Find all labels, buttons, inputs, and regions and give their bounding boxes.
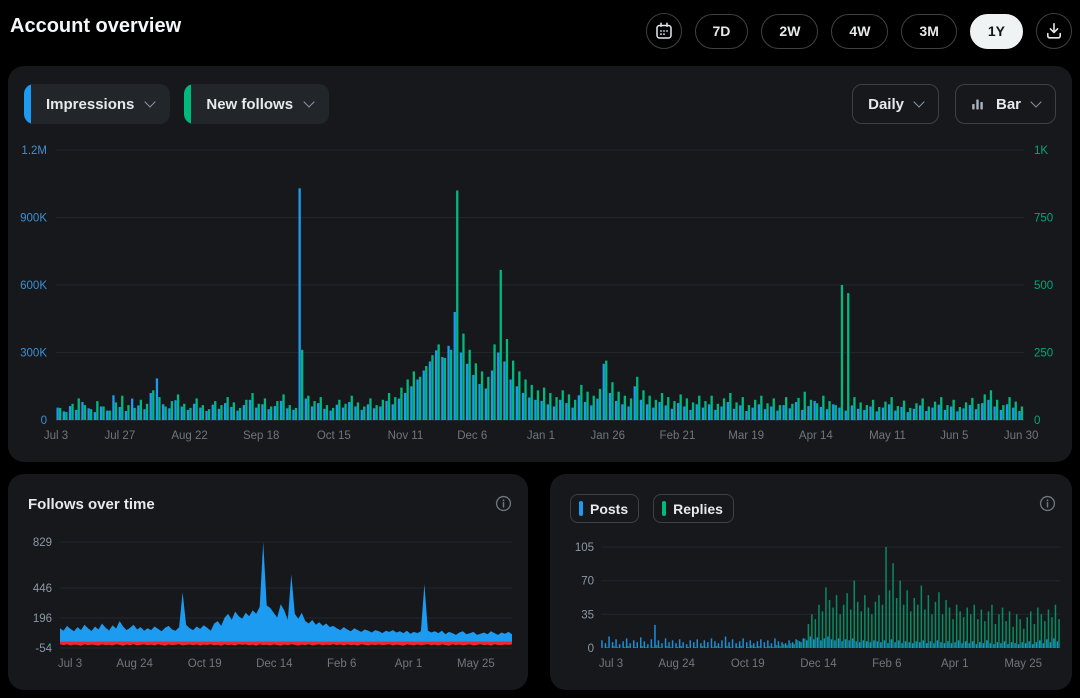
impressions-new-follows-chart: 0 300K 600K 900K 1.2M 0 250 500 750 1K Jul 3 Jul 27… bbox=[8, 136, 1072, 452]
svg-text:Mar 19: Mar 19 bbox=[728, 430, 764, 442]
page-title: Account overview bbox=[10, 15, 181, 38]
svg-text:Jun 30: Jun 30 bbox=[1004, 430, 1039, 442]
svg-text:Jan 26: Jan 26 bbox=[590, 430, 625, 442]
download-button[interactable] bbox=[1036, 13, 1072, 49]
svg-text:900K: 900K bbox=[20, 213, 47, 225]
new-follows-metric-label: New follows bbox=[206, 96, 293, 113]
range-2w-button[interactable]: 2W bbox=[761, 14, 818, 49]
svg-text:Jul 3: Jul 3 bbox=[44, 430, 68, 442]
info-icon bbox=[1038, 494, 1057, 513]
svg-text:Dec 14: Dec 14 bbox=[256, 658, 293, 670]
posts-replies-chart: 105 70 35 0 Jul 3 Aug 24 Oct 19 Dec 14 Feb 6 Apr … bbox=[550, 518, 1072, 682]
posts-info-button[interactable] bbox=[1036, 492, 1058, 514]
posts-legend-label: Posts bbox=[590, 501, 628, 517]
calendar-icon bbox=[654, 21, 674, 41]
chart-options: Daily Bar bbox=[852, 84, 1056, 124]
svg-text:829: 829 bbox=[33, 537, 52, 549]
follows-over-time-panel: Follows over time 829 446 196 -54 Jul 3 Aug 2… bbox=[8, 474, 528, 690]
svg-text:0: 0 bbox=[588, 643, 594, 655]
follows-over-time-chart: 829 446 196 -54 Jul 3 Aug 24 Oct 19 Dec 14 Feb 6… bbox=[8, 518, 528, 682]
svg-text:Apr 1: Apr 1 bbox=[395, 658, 423, 670]
new-follows-accent-bar bbox=[184, 84, 191, 124]
svg-text:Feb 6: Feb 6 bbox=[872, 658, 901, 670]
chevron-down-icon bbox=[1030, 96, 1041, 107]
granularity-value: Daily bbox=[868, 96, 904, 113]
svg-text:Apr 1: Apr 1 bbox=[941, 658, 969, 670]
posts-replies-panel: Posts Replies 105 70 35 0 Jul 3 Aug 24 Oct 19 D… bbox=[550, 474, 1072, 690]
info-icon bbox=[494, 494, 513, 513]
svg-text:0: 0 bbox=[41, 415, 47, 427]
svg-text:105: 105 bbox=[575, 542, 594, 554]
svg-text:35: 35 bbox=[581, 609, 594, 621]
svg-text:-54: -54 bbox=[35, 643, 52, 655]
svg-text:Feb 21: Feb 21 bbox=[660, 430, 696, 442]
replies-accent-bar bbox=[662, 501, 666, 516]
range-1y-button[interactable]: 1Y bbox=[970, 14, 1023, 49]
follows-info-button[interactable] bbox=[492, 492, 514, 514]
svg-text:Jul 27: Jul 27 bbox=[105, 430, 136, 442]
new-follows-metric-dropdown[interactable]: New follows bbox=[184, 84, 329, 124]
bar-chart-icon bbox=[971, 97, 985, 111]
impressions-metric-dropdown[interactable]: Impressions bbox=[24, 84, 170, 124]
svg-text:May 11: May 11 bbox=[869, 430, 906, 442]
svg-text:0: 0 bbox=[1034, 415, 1040, 427]
chevron-down-icon bbox=[145, 96, 156, 107]
svg-text:446: 446 bbox=[33, 583, 52, 595]
svg-text:1K: 1K bbox=[1034, 145, 1048, 157]
svg-text:Oct 15: Oct 15 bbox=[317, 430, 351, 442]
svg-text:196: 196 bbox=[33, 613, 52, 625]
chevron-down-icon bbox=[913, 96, 924, 107]
svg-text:Aug 22: Aug 22 bbox=[171, 430, 207, 442]
chart-type-dropdown[interactable]: Bar bbox=[955, 84, 1056, 124]
chevron-down-icon bbox=[303, 96, 314, 107]
svg-text:Sep 18: Sep 18 bbox=[243, 430, 279, 442]
svg-text:500: 500 bbox=[1034, 280, 1053, 292]
svg-text:May 25: May 25 bbox=[1004, 658, 1042, 670]
svg-text:Dec 14: Dec 14 bbox=[800, 658, 837, 670]
range-7d-button[interactable]: 7D bbox=[695, 14, 749, 49]
svg-text:Jun 5: Jun 5 bbox=[940, 430, 968, 442]
chart-type-value: Bar bbox=[996, 96, 1021, 113]
svg-text:300K: 300K bbox=[20, 348, 47, 360]
svg-text:Aug 24: Aug 24 bbox=[116, 658, 153, 670]
replies-legend-label: Replies bbox=[673, 501, 723, 517]
follows-panel-title: Follows over time bbox=[28, 496, 155, 513]
granularity-dropdown[interactable]: Daily bbox=[852, 84, 939, 124]
svg-text:Oct 19: Oct 19 bbox=[731, 658, 765, 670]
posts-accent-bar bbox=[579, 501, 583, 516]
svg-text:Jul 3: Jul 3 bbox=[599, 658, 623, 670]
svg-text:Apr 14: Apr 14 bbox=[799, 430, 833, 442]
analytics-dashboard: Account overview 7D 2W 4W 3M 1Y bbox=[0, 0, 1080, 698]
svg-text:Dec 6: Dec 6 bbox=[457, 430, 487, 442]
svg-text:Jul 3: Jul 3 bbox=[58, 658, 82, 670]
svg-text:70: 70 bbox=[581, 576, 594, 588]
svg-text:May 25: May 25 bbox=[457, 658, 495, 670]
svg-text:600K: 600K bbox=[20, 280, 47, 292]
calendar-button[interactable] bbox=[646, 13, 682, 49]
account-overview-panel: Impressions New follows Daily Bar bbox=[8, 66, 1072, 462]
impressions-metric-label: Impressions bbox=[46, 96, 134, 113]
svg-text:250: 250 bbox=[1034, 348, 1053, 360]
svg-text:1.2M: 1.2M bbox=[21, 145, 47, 157]
date-range-controls: 7D 2W 4W 3M 1Y bbox=[646, 13, 1072, 49]
svg-text:750: 750 bbox=[1034, 213, 1053, 225]
metric-selectors: Impressions New follows bbox=[24, 84, 329, 124]
svg-text:Feb 6: Feb 6 bbox=[327, 658, 356, 670]
svg-text:Nov 11: Nov 11 bbox=[388, 430, 424, 442]
range-4w-button[interactable]: 4W bbox=[831, 14, 888, 49]
svg-text:Jan 1: Jan 1 bbox=[527, 430, 555, 442]
range-3m-button[interactable]: 3M bbox=[901, 14, 956, 49]
svg-text:Aug 24: Aug 24 bbox=[658, 658, 695, 670]
download-icon bbox=[1044, 21, 1064, 41]
impressions-accent-bar bbox=[24, 84, 31, 124]
svg-text:Oct 19: Oct 19 bbox=[188, 658, 222, 670]
